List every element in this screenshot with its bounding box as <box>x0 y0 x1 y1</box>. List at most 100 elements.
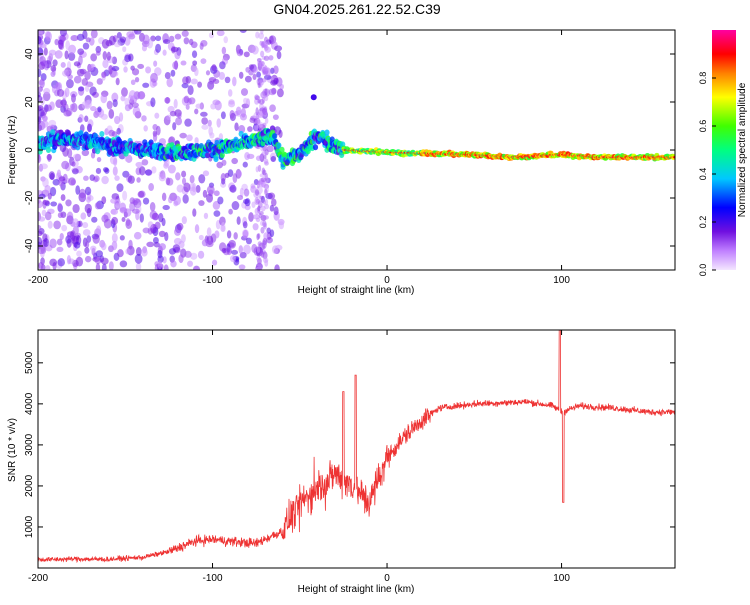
spectrogram-cell <box>84 255 92 263</box>
spectrogram-cell <box>38 94 43 103</box>
spectrogram-cell <box>252 223 259 231</box>
spectrogram-cell <box>182 76 189 85</box>
spectrogram-cell <box>144 169 152 176</box>
spectrogram-cell <box>96 78 103 85</box>
spectrogram-cell <box>89 174 95 181</box>
spectrogram-cell <box>248 69 254 76</box>
spectrogram-cell <box>132 106 141 117</box>
spectrogram-cell <box>86 123 92 133</box>
spectrogram-cell <box>138 166 146 176</box>
spectrogram-cell <box>143 125 148 132</box>
spectrogram-cell <box>60 62 66 68</box>
spectrogram-cell <box>216 30 225 37</box>
spectrogram-cell <box>123 66 128 73</box>
spectrogram-cell <box>57 39 64 50</box>
spectrogram-cell <box>102 59 109 69</box>
spectrogram-cell <box>59 233 64 241</box>
spectrogram-cell <box>134 76 140 83</box>
spectrogram-cell <box>65 199 72 207</box>
spectrogram-cell <box>176 222 184 231</box>
spectrogram-x-label: Height of straight line (km) <box>298 285 415 296</box>
spectrogram-cell <box>86 235 92 243</box>
spectrogram-cell <box>177 112 182 119</box>
spectrogram-cell <box>39 56 46 65</box>
spectrogram-cell <box>68 44 77 55</box>
spectrogram-cell <box>238 264 246 270</box>
spectrogram-cell <box>213 210 221 217</box>
spectrogram-cell <box>255 166 259 173</box>
spectrogram-cell <box>163 264 169 270</box>
spectrogram-cell <box>310 94 317 101</box>
spectrogram-cell <box>269 204 275 212</box>
spectrogram-cell <box>149 201 156 212</box>
spectrogram-cell <box>151 166 157 174</box>
spectrogram-cell <box>95 263 101 270</box>
spectrogram-cell <box>63 109 72 117</box>
spectrogram-cell <box>65 40 71 51</box>
spectrogram-cell <box>61 160 70 170</box>
spectrogram-cell <box>90 30 98 39</box>
x-tick-label: 100 <box>553 275 570 286</box>
spectrogram-cell <box>203 212 209 219</box>
spectrogram-cell <box>238 245 244 254</box>
spectrogram-cell <box>122 46 127 53</box>
spectrogram-cell <box>240 88 249 96</box>
spectrogram-cell <box>49 258 58 267</box>
spectrogram-cell <box>261 108 266 114</box>
spectrogram-cell <box>172 244 181 253</box>
spectrogram-cell <box>117 249 124 258</box>
spectrogram-cell <box>78 188 87 199</box>
spectrogram-cell <box>259 40 263 46</box>
spectrogram-cell <box>251 45 259 55</box>
spectrogram-cell <box>118 112 124 122</box>
spectrogram-cell <box>38 153 41 163</box>
spectrogram-cell <box>252 73 257 81</box>
y-tick-label: 4000 <box>24 392 35 415</box>
spectrogram-cell <box>85 37 91 43</box>
spectrogram-cell <box>220 111 226 120</box>
spectrogram-cell <box>229 255 237 263</box>
spectrogram-cell <box>197 250 205 259</box>
colorbar-tick-label: 0.6 <box>698 120 708 133</box>
spectrogram-cell <box>114 115 121 125</box>
spectrogram-cell <box>68 52 76 61</box>
spectrogram-cell <box>43 87 51 95</box>
spectrogram-cell <box>111 216 119 225</box>
spectrogram-cell <box>84 115 89 123</box>
spectrogram-y-ticks: -40 -20 0 20 40 <box>24 48 675 253</box>
spectrogram-cell <box>169 110 177 117</box>
spectrogram-cell <box>183 95 190 104</box>
spectrogram-cell <box>193 266 199 270</box>
spectrogram-cell <box>116 183 124 193</box>
spectrogram-cell <box>158 230 166 238</box>
spectrogram-cell <box>110 198 118 204</box>
snr-panel: -200 -100 0 100 1000 2000 3000 4000 5000 Height… <box>7 329 676 595</box>
spectrogram-cell <box>263 155 267 160</box>
spectrogram-cell <box>56 238 63 246</box>
spectrogram-cell <box>128 239 133 250</box>
colorbar-tick-label: 0.4 <box>698 168 708 181</box>
spectrogram-cell <box>170 260 177 268</box>
spectrogram-cell <box>279 146 285 153</box>
spectrogram-cell <box>146 241 155 248</box>
spectrogram-cell <box>70 35 79 42</box>
spectrogram-cell <box>157 261 163 270</box>
spectrogram-cell <box>53 220 61 230</box>
spectrogram-cell <box>49 238 57 249</box>
spectrogram-cell <box>324 129 330 136</box>
spectrogram-cell <box>112 166 118 176</box>
spectrogram-cell <box>192 60 198 66</box>
spectrogram-cell <box>84 186 92 196</box>
spectrogram-cell <box>38 47 44 56</box>
spectrogram-cell <box>172 122 177 131</box>
spectrogram-cell <box>109 155 118 165</box>
spectrogram-cell <box>162 49 167 56</box>
spectrogram-cell <box>45 104 52 112</box>
spectrogram-cell <box>90 245 97 252</box>
x-tick-label: 0 <box>384 275 390 286</box>
spectrogram-cell <box>256 255 261 262</box>
spectrogram-cell <box>86 99 92 108</box>
spectrogram-cell <box>274 264 280 270</box>
spectrogram-cell <box>47 220 53 229</box>
spectrogram-cell <box>269 104 276 112</box>
